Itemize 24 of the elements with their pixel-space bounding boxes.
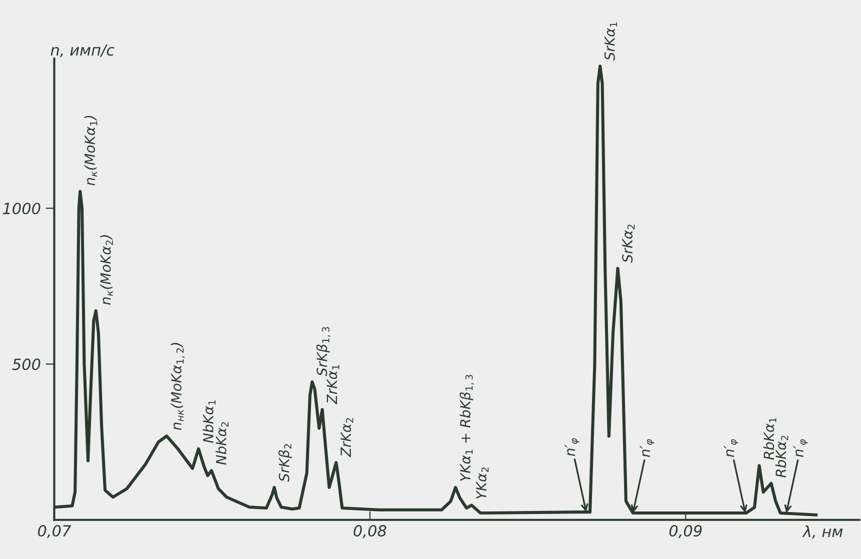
annotation: YKα$_{2}$ bbox=[476, 468, 489, 499]
y-axis-title: n, имп/с bbox=[50, 44, 114, 58]
annotation: SrKα$_{2}$ bbox=[622, 224, 635, 263]
annotation: n′$_{φ}$ bbox=[564, 438, 580, 456]
x-axis-title: λ, нм bbox=[802, 525, 843, 539]
y-tick-label: 1000 bbox=[2, 202, 40, 214]
annotation: n$_{нк}$(MoKα$_{1,2}$) bbox=[170, 342, 185, 430]
annotation: ZrKα$_{2}$ bbox=[340, 418, 354, 458]
annotation: n′$_{φ}$ bbox=[640, 439, 654, 457]
annotation: n$_{к}$(MoKα$_{2}$) bbox=[100, 235, 113, 305]
annotation: RbKα$_{2}$ bbox=[775, 436, 788, 478]
annotation: YKα$_{1}$ + RbKβ$_{1,3}$ bbox=[460, 374, 474, 482]
annotation: NbKα$_{1}$ bbox=[202, 400, 216, 443]
annotation: n$_{к}$(MoKα$_{1}$) bbox=[84, 116, 98, 186]
annotation: SrKα$_{1}$ bbox=[604, 22, 617, 61]
x-tick-label: 0,08 bbox=[354, 525, 386, 538]
annotation: n′$_{φ}$ bbox=[793, 439, 808, 457]
annotation: SrKβ$_{2}$ bbox=[278, 444, 292, 482]
x-tick-label: 0,09 bbox=[669, 525, 702, 538]
x-tick-label: 0,07 bbox=[38, 525, 72, 538]
annotation: RbKα$_{1}$ bbox=[763, 418, 776, 460]
annotation: NbKα$_{2}$ bbox=[216, 422, 228, 465]
y-tick-label: 500 bbox=[12, 358, 40, 370]
annotation: n′$_{φ}$ bbox=[724, 439, 738, 457]
